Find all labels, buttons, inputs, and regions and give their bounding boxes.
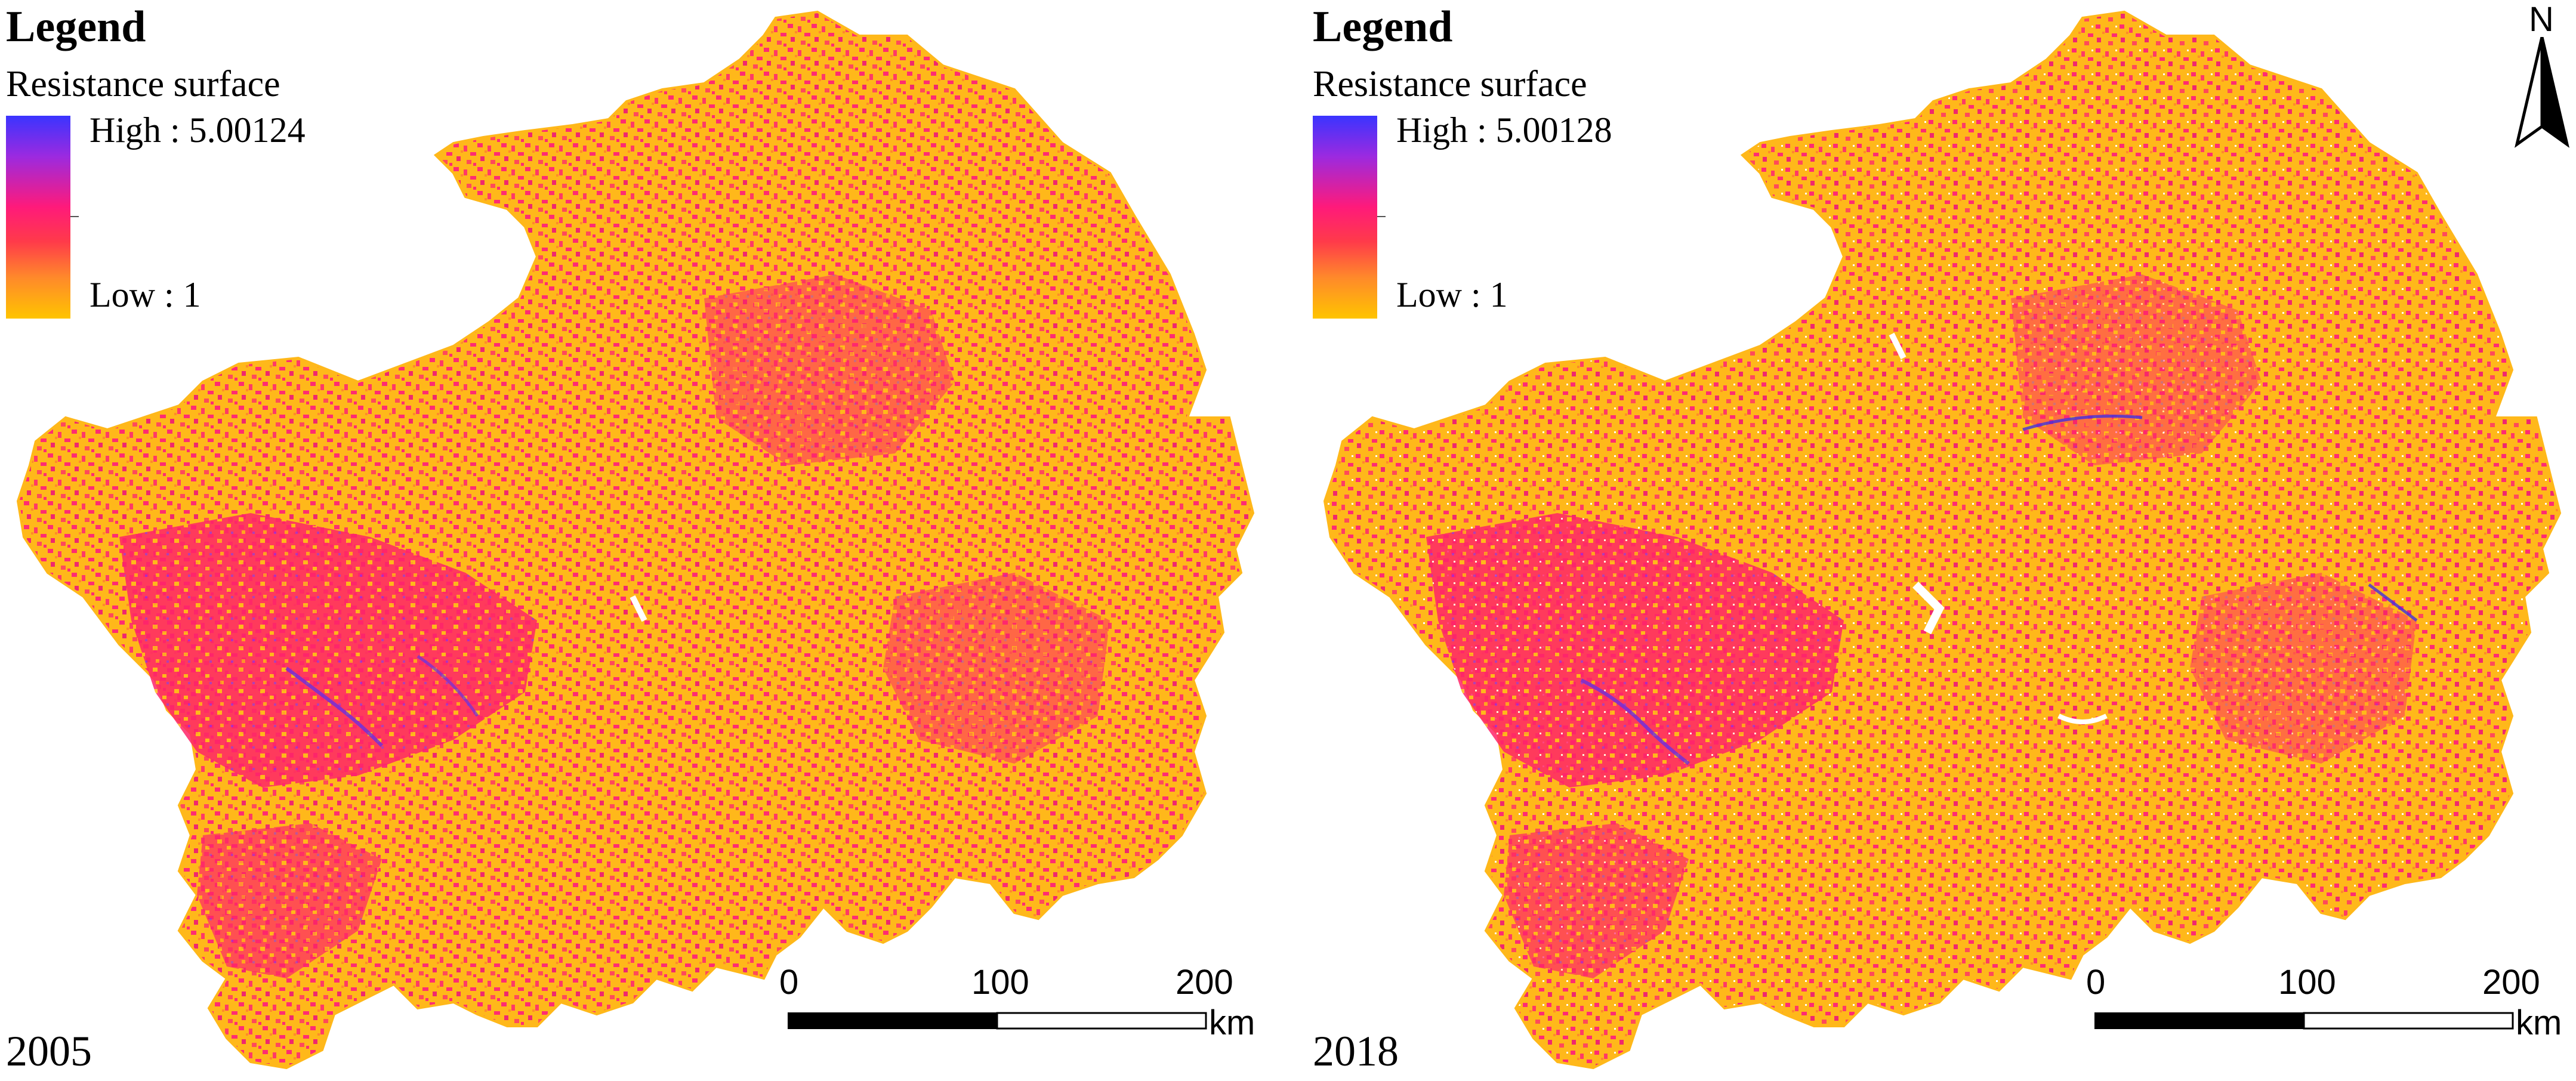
map-panel-2018: Legend Resistance surface High : 5.00128… [1307, 0, 2576, 1081]
province-shape-2005 [16, 10, 1255, 1070]
scale-tick-200: 200 [1176, 963, 1233, 1002]
province-shape-2018 [1323, 10, 2562, 1070]
scale-tick-0: 0 [779, 963, 799, 1002]
legend-subtitle: Resistance surface [1313, 64, 1587, 104]
legend-title: Legend [1313, 2, 1453, 51]
color-ramp-row: High : 5.00124 Low : 1 [6, 112, 364, 319]
year-label: 2005 [6, 1027, 92, 1075]
scale-tick-200: 200 [2482, 963, 2540, 1002]
north-arrow-icon [2515, 37, 2569, 148]
resistance-map-2018 [1323, 10, 2562, 1070]
scale-unit: km [2516, 1003, 2562, 1042]
scale-tick-100: 100 [971, 963, 1029, 1002]
color-ramp [1313, 116, 1377, 319]
legend-2005: Legend Resistance surface High : 5.00124… [6, 5, 364, 319]
scale-tick-100: 100 [2278, 963, 2336, 1002]
legend-low-label: Low : 1 [90, 275, 201, 314]
ramp-tick [1377, 216, 1386, 217]
scale-bar-graphic [788, 1012, 1207, 1030]
scale-unit: km [1209, 1003, 1255, 1042]
scale-tick-0: 0 [2086, 963, 2106, 1002]
north-label: N [2529, 0, 2554, 39]
resistance-map-2005 [16, 10, 1255, 1070]
legend-high-label: High : 5.00128 [1396, 110, 1612, 150]
year-label: 2018 [1313, 1027, 1399, 1075]
color-ramp [6, 116, 70, 319]
scale-bar-graphic [2094, 1012, 2514, 1030]
north-arrow: N [2512, 0, 2572, 155]
map-panel-2005: Legend Resistance surface High : 5.00124… [6, 5, 1255, 1075]
legend-high-label: High : 5.00124 [90, 110, 306, 150]
legend-title: Legend [6, 2, 146, 51]
legend-low-label: Low : 1 [1396, 275, 1508, 314]
legend-subtitle: Resistance surface [6, 64, 280, 104]
ramp-tick [70, 216, 79, 217]
legend-2018: Legend Resistance surface High : 5.00128… [1313, 5, 1671, 319]
color-ramp-row: High : 5.00128 Low : 1 [1313, 112, 1671, 319]
